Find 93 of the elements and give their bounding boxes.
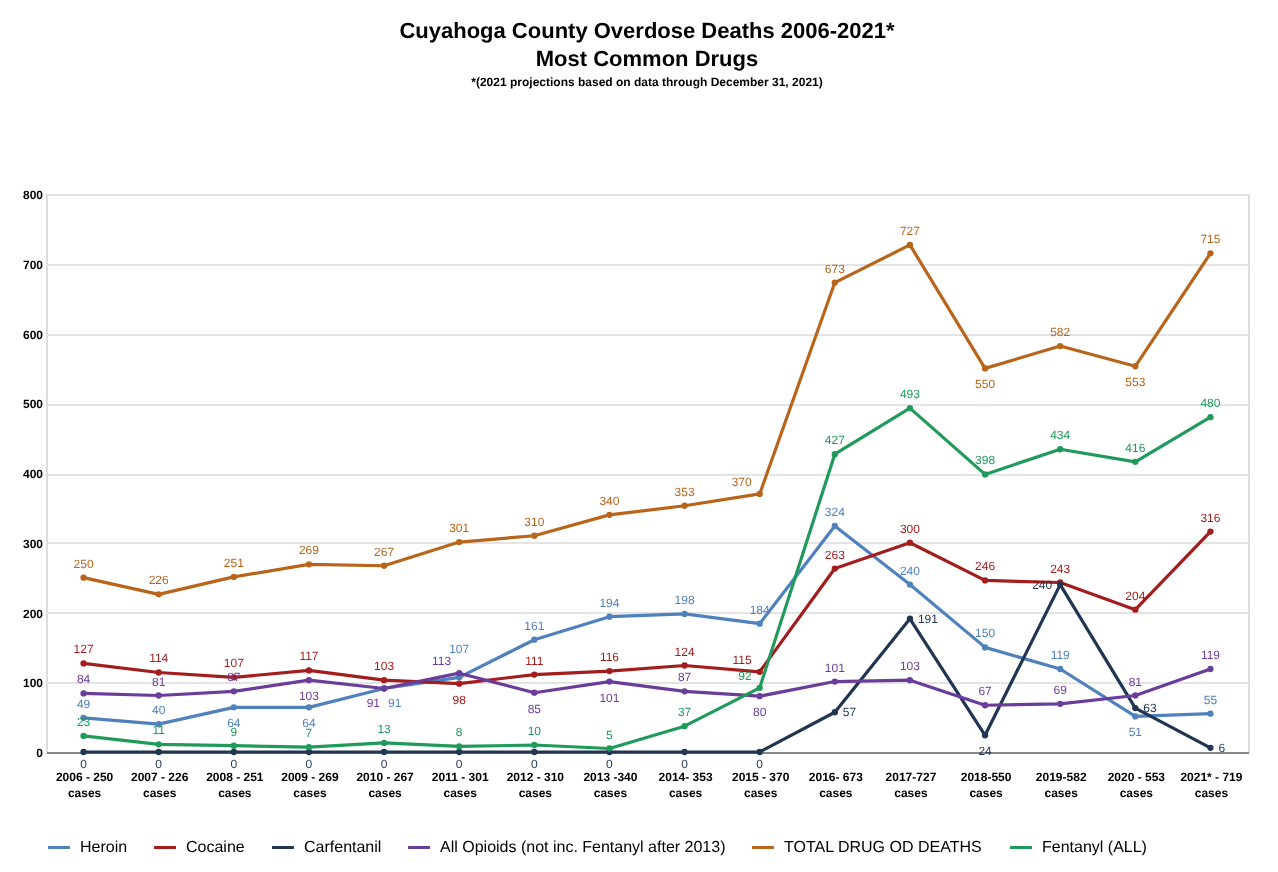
point	[531, 532, 538, 539]
legend-label: Heroin	[80, 837, 128, 856]
point	[981, 732, 989, 739]
point	[305, 743, 313, 751]
point	[531, 748, 538, 756]
point	[906, 404, 914, 412]
point	[681, 662, 688, 669]
point	[1132, 458, 1139, 465]
point	[906, 581, 914, 588]
point	[1207, 744, 1214, 751]
point	[380, 562, 388, 569]
point	[681, 748, 688, 756]
point	[531, 741, 538, 749]
point	[456, 680, 463, 687]
point	[230, 748, 237, 756]
point	[1132, 692, 1139, 699]
point	[155, 741, 162, 748]
point	[380, 677, 388, 684]
point	[1057, 342, 1064, 350]
point	[531, 636, 538, 643]
point	[230, 688, 237, 695]
point	[380, 739, 388, 747]
point	[681, 723, 688, 730]
point	[155, 748, 162, 756]
point	[831, 522, 838, 530]
point	[1132, 363, 1139, 370]
point	[906, 241, 914, 249]
point	[756, 490, 763, 498]
point	[531, 689, 538, 696]
point	[606, 511, 613, 519]
point	[456, 538, 463, 546]
point	[1132, 606, 1139, 613]
point	[681, 610, 688, 618]
point	[831, 709, 838, 716]
point	[80, 732, 87, 740]
point	[1207, 414, 1214, 421]
legend-label: All Opioids (not inc. Fentanyl after 2013)	[440, 837, 727, 856]
point	[1132, 704, 1139, 712]
legend-label: Fentanyl (ALL)	[1042, 837, 1148, 856]
point	[80, 690, 87, 697]
point	[230, 704, 237, 711]
point	[305, 704, 313, 711]
point	[606, 678, 613, 685]
point	[80, 574, 87, 581]
chart-subtitle: Most Common Drugs	[535, 48, 759, 72]
point	[1207, 250, 1214, 257]
point	[981, 577, 989, 584]
point	[80, 748, 87, 756]
point	[756, 748, 763, 756]
point	[155, 591, 162, 598]
point	[1207, 528, 1214, 535]
point	[756, 693, 763, 700]
point	[756, 620, 763, 627]
point	[230, 742, 237, 749]
point	[681, 502, 688, 509]
point	[1057, 446, 1064, 453]
point	[305, 677, 313, 684]
point	[456, 743, 463, 750]
point	[305, 748, 313, 756]
point	[1207, 710, 1214, 717]
legend-label: Cocaine	[186, 837, 246, 856]
point	[230, 573, 237, 581]
point	[681, 688, 688, 695]
point	[531, 671, 538, 678]
point	[155, 669, 162, 676]
point	[456, 748, 463, 756]
point	[906, 615, 914, 622]
point	[981, 365, 989, 372]
point	[1132, 713, 1139, 720]
point	[831, 279, 838, 286]
point	[606, 667, 613, 675]
point	[305, 667, 313, 674]
point	[305, 561, 313, 568]
chart-title: Cuyahoga County Overdose Deaths 2006-2021*	[399, 20, 897, 44]
legend-label: TOTAL DRUG OD DEATHS	[784, 837, 982, 856]
point	[756, 684, 763, 691]
point	[981, 702, 989, 709]
point	[1057, 700, 1064, 708]
point	[756, 668, 763, 675]
point	[1207, 665, 1214, 673]
point	[80, 660, 87, 667]
point	[906, 677, 914, 684]
point	[831, 565, 838, 572]
point	[831, 451, 838, 458]
point	[155, 692, 162, 699]
point	[380, 748, 388, 756]
point	[906, 539, 914, 546]
point	[1057, 665, 1064, 673]
point	[831, 678, 838, 685]
point	[981, 644, 989, 651]
point	[981, 471, 989, 478]
point	[606, 613, 613, 620]
legend-label: Carfentanil	[304, 837, 382, 856]
